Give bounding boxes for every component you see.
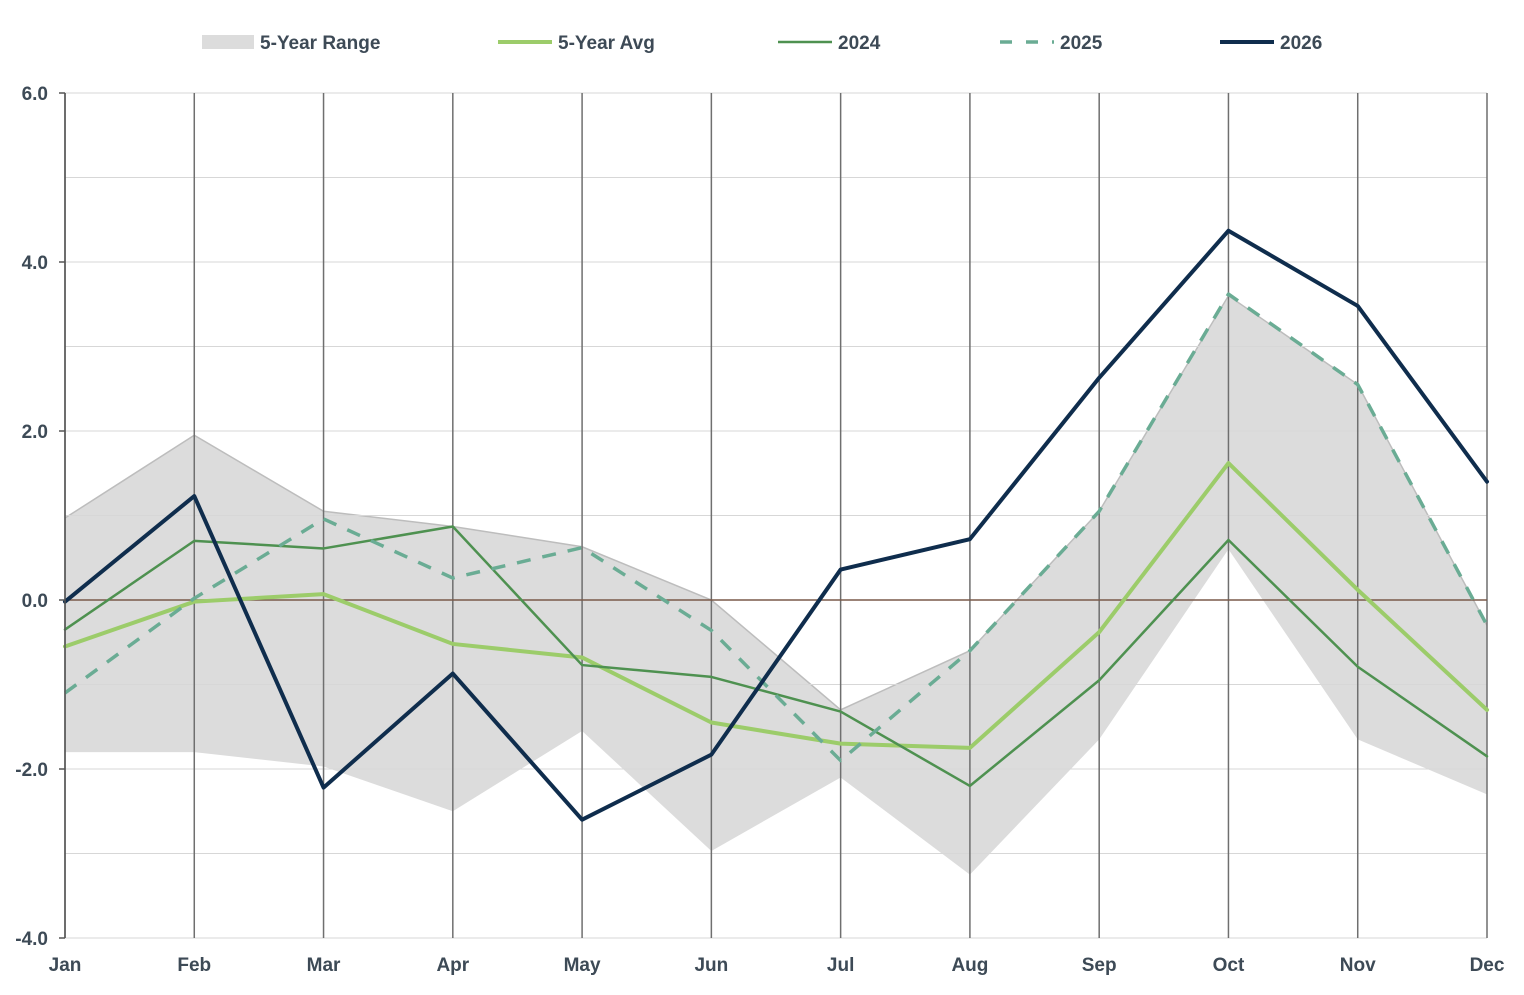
y-tick-label: -4.0 — [15, 929, 48, 950]
x-tick-label: Sep — [1082, 955, 1117, 976]
range-band — [65, 295, 1487, 875]
series-line-2025 — [63, 292, 1489, 763]
legend-label: 2024 — [838, 33, 881, 54]
series-line-5-year-avg — [63, 461, 1489, 750]
y-tick-label: 2.0 — [22, 422, 48, 443]
x-tick-label: Dec — [1470, 955, 1505, 976]
x-tick-label: Jul — [827, 955, 854, 976]
x-tick-label: Mar — [307, 955, 341, 976]
legend-item: 2024 — [778, 33, 881, 54]
series-line-2026 — [63, 228, 1489, 822]
x-tick-label: Jan — [49, 955, 82, 976]
legend-label: 5-Year Range — [260, 33, 380, 54]
legend-item: 5-Year Avg — [498, 33, 655, 54]
x-tick-label: Aug — [951, 955, 988, 976]
x-tick-label: Feb — [177, 955, 211, 976]
x-tick-label: Oct — [1213, 955, 1245, 976]
legend: 5-Year Range 5-Year Avg 2024 2025 2026 — [202, 33, 1322, 54]
y-tick-label: -2.0 — [15, 760, 48, 781]
x-tick-label: May — [564, 955, 601, 976]
legend-item: 5-Year Range — [202, 33, 380, 54]
x-tick-label: Nov — [1340, 955, 1376, 976]
y-tick-label: 4.0 — [22, 253, 48, 274]
series-line-2024 — [63, 525, 1489, 788]
legend-label: 2026 — [1280, 33, 1322, 54]
y-tick-label: 6.0 — [22, 84, 48, 105]
series-layer — [63, 228, 1489, 822]
x-tick-label: Jun — [694, 955, 728, 976]
y-tick-label: 0.0 — [22, 591, 48, 612]
grid-layer — [64, 92, 1488, 939]
legend-item: 2025 — [1000, 33, 1103, 54]
legend-label: 5-Year Avg — [558, 33, 655, 54]
legend-item: 2026 — [1220, 33, 1322, 54]
legend-swatch-range — [202, 35, 254, 49]
axis-layer: -4.0 -2.0 0.0 2.0 4.0 6.0 Jan Feb Mar Apr May Jun Ju… — [15, 84, 1505, 976]
legend-label: 2025 — [1060, 33, 1103, 54]
x-tick-label: Apr — [436, 955, 469, 976]
